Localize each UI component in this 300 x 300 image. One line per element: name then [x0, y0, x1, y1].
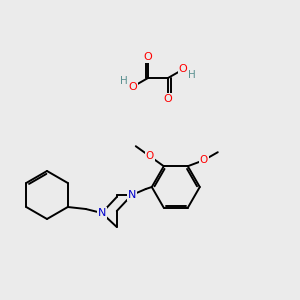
Text: O: O: [129, 82, 137, 92]
Text: N: N: [128, 190, 136, 200]
Text: H: H: [120, 76, 128, 86]
Text: O: O: [178, 64, 188, 74]
Text: N: N: [98, 208, 106, 218]
Text: O: O: [200, 155, 208, 165]
Text: O: O: [164, 94, 172, 104]
Text: O: O: [144, 52, 152, 62]
Text: H: H: [188, 70, 196, 80]
Text: O: O: [146, 151, 154, 161]
